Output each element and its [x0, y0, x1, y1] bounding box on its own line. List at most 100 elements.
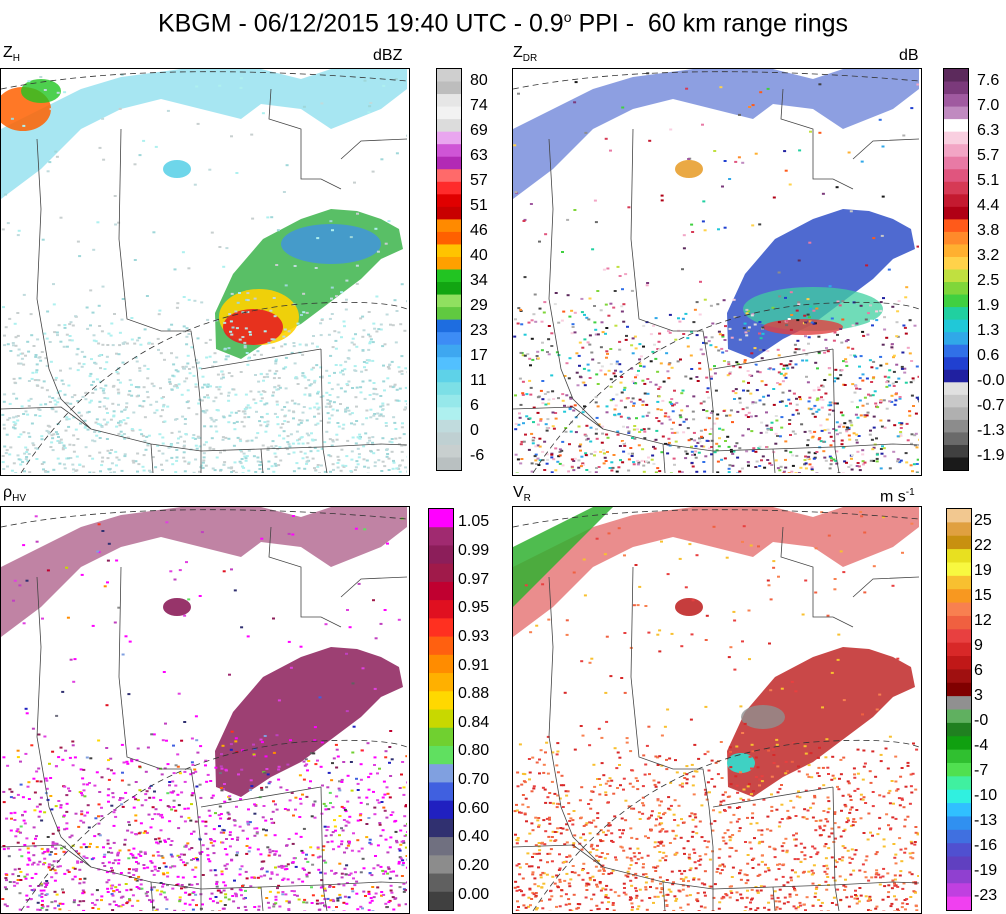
- colorbar-swatch: [429, 855, 453, 875]
- colorbar-swatch: [437, 394, 461, 408]
- colorbar-tick-label: 0.95: [458, 599, 490, 617]
- colorbar-tick-label: -19: [974, 862, 998, 880]
- colorbar-swatch: [437, 81, 461, 95]
- colorbar-swatch: [429, 509, 453, 528]
- colorbar-tick-label: -7: [974, 762, 989, 780]
- colorbar-swatch: [437, 69, 461, 83]
- panel-zh-label: ZH: [3, 44, 21, 65]
- colorbar-swatch: [944, 244, 968, 258]
- colorbar-tick-label: -23: [974, 887, 998, 905]
- colorbar-tick-label: 0.84: [458, 713, 490, 731]
- colorbar-swatch: [947, 789, 971, 804]
- colorbar-tick-label: 25: [974, 511, 992, 529]
- colorbar-swatch: [437, 256, 461, 271]
- colorbar-swatch: [437, 444, 461, 459]
- northern-echo: [513, 69, 919, 199]
- colorbar-swatch: [947, 776, 971, 791]
- county-borders: [513, 88, 919, 473]
- small-cell: [163, 598, 191, 616]
- colorbar-swatch: [944, 419, 968, 434]
- colorbar-swatch: [947, 656, 971, 670]
- colorbar-swatch: [437, 194, 461, 208]
- panel-zh-units: dBZ: [373, 47, 403, 64]
- colorbar-swatch: [944, 294, 968, 308]
- colorbar-swatch: [947, 575, 971, 590]
- colorbar-swatch: [944, 81, 968, 95]
- colorbar-swatch: [437, 94, 461, 108]
- colorbar-tick-label: -1.9: [977, 447, 1005, 465]
- colorbar-swatch: [944, 382, 968, 396]
- colorbar-tick-label: 40: [470, 246, 488, 264]
- colorbar-swatch: [437, 106, 461, 120]
- panel-rhohv-colorbar: [428, 508, 454, 911]
- colorbar-swatch: [944, 344, 968, 358]
- colorbar-tick-label: -10: [974, 787, 998, 805]
- colorbar-swatch: [947, 549, 971, 564]
- colorbar-swatch: [437, 219, 461, 233]
- colorbar-tick-label: 0.99: [458, 541, 490, 559]
- colorbar-swatch: [947, 883, 971, 898]
- clutter-speckles: [513, 511, 919, 911]
- panel-rhohv-label: ρHV: [3, 484, 27, 505]
- colorbar-swatch: [437, 369, 461, 383]
- panel-zh-colorbar: [436, 68, 462, 471]
- colorbar-swatch: [437, 144, 461, 158]
- colorbar-tick-label: 6: [470, 397, 479, 415]
- colorbar-tick-label: 0.60: [458, 799, 490, 817]
- colorbar-tick-label: 0.00: [458, 885, 490, 903]
- northern-echo: [1, 69, 407, 199]
- colorbar-svg: [429, 509, 453, 910]
- panel-vr-plot: [512, 506, 922, 914]
- colorbar-swatch: [429, 818, 453, 838]
- colorbar-swatch: [437, 332, 461, 346]
- colorbar-tick-label: 0.88: [458, 685, 490, 703]
- panel-zdr-units: dB: [899, 47, 919, 64]
- colorbar-tick-label: -0.0: [977, 372, 1005, 390]
- colorbar-swatch: [944, 282, 968, 296]
- colorbar-tick-label: 22: [974, 536, 992, 554]
- colorbar-swatch: [944, 269, 968, 283]
- colorbar-swatch: [947, 722, 971, 737]
- colorbar-swatch: [944, 432, 968, 446]
- colorbar-swatch: [944, 69, 968, 83]
- colorbar-tick-label: -4: [974, 737, 989, 755]
- colorbar-swatch: [947, 535, 971, 550]
- colorbar-swatch: [429, 563, 453, 583]
- colorbar-swatch: [944, 94, 968, 108]
- colorbar-swatch: [437, 244, 461, 258]
- colorbar-swatch: [947, 562, 971, 577]
- colorbar-tick-label: 3.2: [977, 246, 1000, 264]
- colorbar-swatch: [437, 319, 461, 333]
- county-borders: [513, 526, 919, 911]
- colorbar-swatch: [947, 669, 971, 684]
- colorbar-swatch: [429, 873, 453, 893]
- colorbar-tick-label: 80: [470, 71, 488, 89]
- colorbar-tick-label: 3.8: [977, 221, 1000, 239]
- colorbar-swatch: [944, 169, 968, 183]
- colorbar-swatch: [944, 394, 968, 408]
- colorbar-swatch: [437, 407, 461, 421]
- county-borders: [1, 88, 407, 473]
- colorbar-swatch: [947, 696, 971, 711]
- storm-echo: [215, 647, 403, 797]
- colorbar-tick-label: 11: [470, 372, 487, 390]
- colorbar-tick-label: 6: [974, 661, 983, 679]
- title-rest: PPI - 60 km range rings: [571, 9, 849, 38]
- colorbar-swatch: [944, 357, 968, 371]
- colorbar-swatch: [947, 829, 971, 844]
- colorbar-tick-label: -0: [974, 712, 989, 730]
- colorbar-swatch: [947, 816, 971, 831]
- colorbar-swatch: [437, 282, 461, 296]
- colorbar-tick-label: 2.5: [977, 272, 1000, 290]
- colorbar-swatch: [437, 307, 461, 321]
- radar-ppi-svg: [513, 507, 919, 911]
- colorbar-swatch: [429, 673, 453, 692]
- colorbar-swatch: [947, 682, 971, 697]
- colorbar-tick-label: 1.9: [977, 297, 1000, 315]
- colorbar-swatch: [947, 509, 971, 523]
- colorbar-swatch: [437, 294, 461, 308]
- colorbar-tick-label: 12: [974, 611, 992, 629]
- colorbar-tick-label: 0.6: [977, 347, 1000, 365]
- title-degree: o: [563, 9, 572, 25]
- small-cell: [163, 160, 191, 178]
